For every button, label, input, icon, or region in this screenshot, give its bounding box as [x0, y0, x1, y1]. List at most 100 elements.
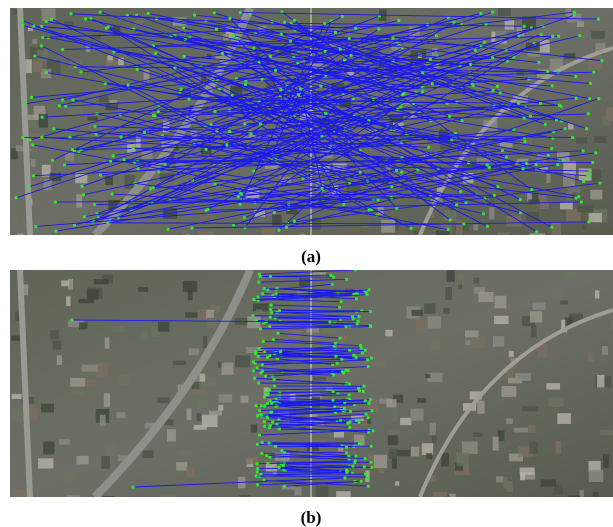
building	[203, 336, 207, 348]
building	[582, 225, 587, 230]
keypoint	[455, 203, 458, 206]
keypoint	[397, 19, 400, 22]
building	[176, 462, 187, 470]
keypoint	[334, 342, 337, 345]
building	[497, 232, 508, 242]
keypoint	[232, 224, 235, 227]
building	[593, 492, 598, 502]
building	[456, 452, 468, 465]
keypoint	[249, 132, 252, 135]
building	[603, 116, 610, 125]
keypoint	[190, 226, 193, 229]
keypoint	[349, 54, 352, 57]
keypoint	[131, 485, 134, 488]
building	[506, 418, 513, 424]
keypoint	[338, 337, 341, 340]
keypoint	[262, 340, 265, 343]
keypoint	[252, 369, 255, 372]
keypoint	[523, 25, 526, 28]
keypoint	[193, 13, 196, 16]
keypoint	[21, 24, 24, 27]
keypoint	[268, 388, 271, 391]
keypoint	[133, 161, 136, 164]
keypoint	[280, 33, 283, 36]
keypoint	[575, 96, 578, 99]
keypoint	[257, 281, 260, 284]
keypoint	[206, 208, 209, 211]
keypoint	[544, 123, 547, 126]
keypoint	[149, 187, 152, 190]
building	[41, 404, 54, 413]
building	[563, 271, 578, 278]
keypoint	[40, 44, 43, 47]
building	[105, 338, 110, 349]
keypoint	[204, 148, 207, 151]
keypoint	[573, 13, 576, 16]
keypoint	[276, 332, 279, 335]
keypoint	[82, 193, 85, 196]
keypoint	[256, 414, 259, 417]
keypoint	[221, 52, 224, 55]
building	[591, 31, 605, 39]
keypoint	[93, 125, 96, 128]
keypoint	[238, 203, 241, 206]
keypoint	[256, 470, 259, 473]
building	[361, 224, 369, 228]
building	[478, 292, 493, 302]
building	[577, 205, 592, 212]
building	[158, 322, 170, 332]
keypoint	[340, 300, 343, 303]
building	[426, 453, 432, 459]
keypoint	[41, 116, 44, 119]
keypoint	[335, 362, 338, 365]
building	[551, 223, 561, 235]
keypoint	[228, 130, 231, 133]
building	[206, 310, 214, 318]
keypoint	[334, 31, 337, 34]
keypoint	[14, 196, 17, 199]
keypoint	[107, 26, 110, 29]
keypoint	[187, 98, 190, 101]
building	[505, 20, 514, 30]
keypoint	[266, 288, 269, 291]
building	[430, 423, 436, 436]
keypoint	[589, 82, 592, 85]
keypoint	[421, 71, 424, 74]
building	[161, 494, 176, 503]
keypoint	[259, 327, 262, 330]
keypoint	[252, 47, 255, 50]
keypoint	[345, 325, 348, 328]
keypoint	[256, 366, 259, 369]
keypoint	[571, 136, 574, 139]
building	[141, 331, 148, 339]
keypoint	[367, 288, 370, 291]
keypoint	[550, 226, 553, 229]
keypoint	[293, 19, 296, 22]
keypoint	[395, 207, 398, 210]
building	[11, 336, 20, 341]
keypoint	[462, 222, 465, 225]
keypoint	[530, 188, 533, 191]
building	[192, 389, 204, 394]
building	[400, 418, 411, 425]
building	[96, 363, 109, 377]
keypoint	[21, 136, 24, 139]
keypoint	[367, 365, 370, 368]
keypoint	[355, 297, 358, 300]
building	[428, 316, 441, 328]
keypoint	[52, 127, 55, 130]
keypoint	[376, 198, 379, 201]
keypoint	[343, 476, 346, 479]
keypoint	[558, 104, 561, 107]
building	[494, 316, 508, 324]
keypoint	[342, 203, 345, 206]
building	[197, 413, 202, 421]
building	[569, 495, 580, 500]
building	[411, 447, 419, 457]
keypoint	[401, 93, 404, 96]
keypoint	[84, 17, 87, 20]
keypoint	[427, 146, 430, 149]
keypoint	[431, 82, 434, 85]
keypoint	[370, 445, 373, 448]
keypoint	[338, 306, 341, 309]
